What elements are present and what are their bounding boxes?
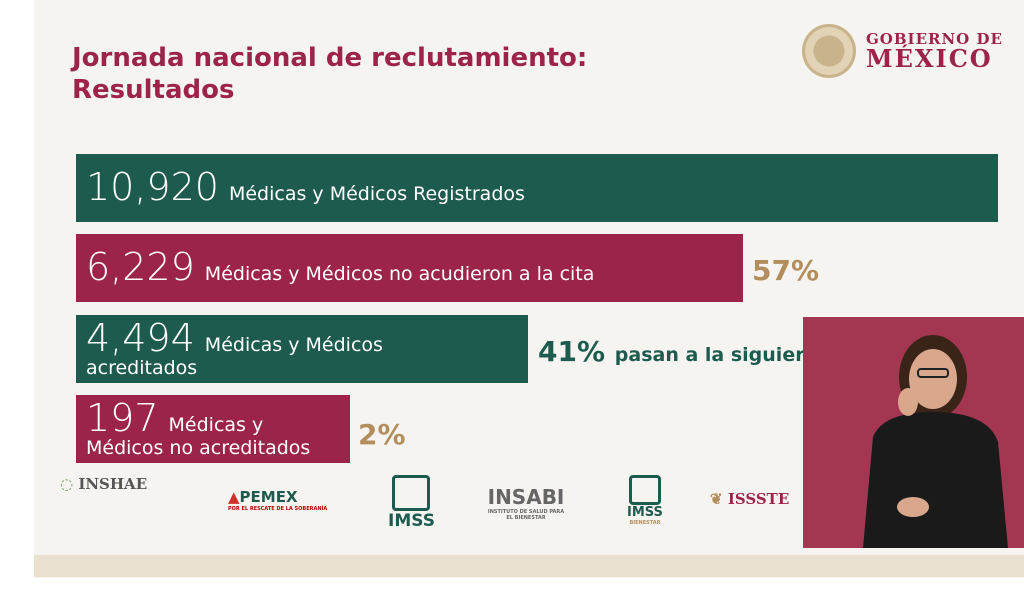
page-title: Jornada nacional de reclutamiento: Resul…	[72, 42, 587, 106]
sign-language-interpreter-video	[803, 317, 1024, 548]
bar-registrados: 10,920 Médicas y Médicos Registrados	[76, 154, 998, 222]
logo-insabi: INSABI INSTITUTO DE SALUD PARA EL BIENEST…	[486, 485, 566, 521]
logo-subtext: INSTITUTO DE SALUD PARA EL BIENESTAR	[487, 509, 565, 521]
logo-pemex: ▲PEMEX POR EL RESCATE DE LA SOBERANÍA	[228, 488, 328, 512]
logo-issste: ❦ ISSSTE	[710, 490, 790, 508]
percent-value: 41%	[538, 335, 606, 368]
logo-imss-bienestar: IMSS BIENESTAR	[627, 475, 663, 526]
bar-value: 10,920	[86, 165, 219, 209]
logo-text: ISSSTE	[727, 490, 790, 508]
percent-2: 2%	[358, 418, 406, 451]
logo-inshae: ◌ INSHAE	[60, 475, 148, 493]
bar-value: 4,494	[86, 316, 195, 360]
interpreter-figure-icon	[863, 335, 1008, 548]
bar-value: 6,229	[86, 245, 195, 289]
imss-emblem-icon	[628, 475, 661, 505]
logo-imss: IMSS	[388, 475, 435, 531]
bar-label-2: Médicos no acreditados	[86, 437, 311, 459]
gobierno-logo: GOBIERNO DE MÉXICO	[802, 24, 1003, 78]
bar-no-acudieron: 6,229 Médicas y Médicos no acudieron a la…	[76, 234, 743, 302]
percent-note: pasan a la siguier	[614, 344, 805, 366]
logo-subtext: POR EL RESCATE DE LA SOBERANÍA	[228, 506, 328, 512]
bar-label: Médicas y Médicos no acudieron a la cita	[204, 263, 595, 285]
percent-41: 41% pasan a la siguier	[538, 335, 805, 368]
bar-no-acreditados: 197 Médicas y Médicos no acreditados	[76, 395, 350, 463]
bar-label: Médicas y Médicos Registrados	[228, 183, 525, 205]
logo-text: INSABI	[487, 485, 565, 509]
title-line2: Resultados	[72, 75, 235, 105]
logo-text: PEMEX	[239, 488, 298, 506]
percent-57: 57%	[752, 254, 820, 287]
bar-value: 197	[86, 396, 159, 440]
logo-text: IMSS	[627, 505, 663, 520]
brand-line1: GOBIERNO DE	[866, 29, 1003, 48]
bar-label: Médicas y	[168, 414, 264, 436]
title-line1: Jornada nacional de reclutamiento:	[72, 43, 588, 73]
bar-label-2: acreditados	[86, 357, 198, 379]
bar-label: Médicas y Médicos	[204, 334, 383, 356]
logo-text: IMSS	[388, 511, 435, 531]
brand-line2: MÉXICO	[866, 43, 993, 73]
bar-acreditados: 4,494 Médicas y Médicos acreditados	[76, 315, 528, 383]
logo-subtext: BIENESTAR	[629, 520, 661, 526]
footer-band	[34, 555, 1024, 577]
logo-text: INSHAE	[78, 475, 148, 493]
imss-emblem-icon	[392, 475, 431, 511]
seal-icon	[802, 24, 856, 78]
